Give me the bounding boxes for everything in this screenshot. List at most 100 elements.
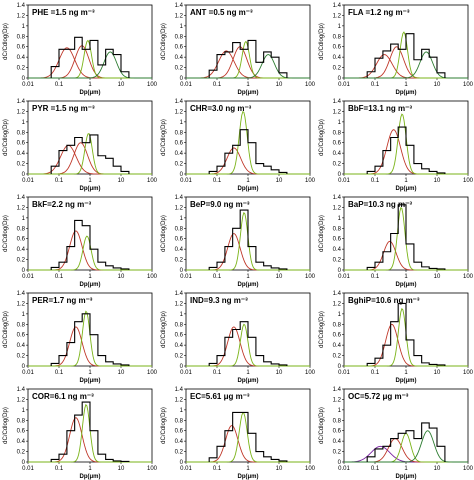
mode-curve: [28, 142, 152, 175]
y-tick-label: 1.4: [333, 3, 342, 9]
y-axis-label: dC/Cdlog(Dp): [161, 407, 167, 444]
y-tick-label: 0.4: [17, 55, 26, 61]
y-tick-label: 0.6: [175, 141, 184, 147]
y-tick-label: 0.6: [333, 141, 342, 147]
histogram-series: [208, 321, 288, 366]
x-axis-label: Dp(μm): [238, 186, 259, 192]
x-tick-label: 0.01: [180, 178, 192, 184]
y-tick-label: 0.6: [17, 237, 26, 243]
x-tick-label: 1: [404, 466, 408, 472]
mode-curve: [344, 438, 468, 463]
x-tick-label: 1: [88, 274, 92, 280]
x-tick-label: 100: [463, 274, 474, 280]
histogram-series: [50, 134, 130, 174]
y-tick-label: 0.2: [175, 258, 184, 264]
chart-panel: 0 0.2 0.4 0.6 0.8 1 1.2 1.4 0.01 0.1 1 10 100 dC/Cdlo…: [3, 195, 158, 288]
x-axis-label: Dp(μm): [396, 282, 417, 288]
x-tick-label: 1: [246, 274, 250, 280]
y-tick-label: 0.6: [333, 429, 342, 435]
histogram-series: [366, 204, 446, 270]
y-tick-label: 0.8: [17, 322, 26, 328]
chart-title: ANT =0.5 ng m⁻³: [190, 8, 253, 17]
y-tick-label: 1: [180, 312, 184, 318]
y-tick-label: 0.4: [17, 247, 26, 253]
y-tick-label: 0.8: [333, 34, 342, 40]
y-tick-label: 0.2: [17, 162, 26, 168]
mode-curve: [186, 50, 310, 79]
y-tick-label: 0.6: [175, 45, 184, 51]
x-tick-label: 100: [147, 82, 158, 88]
y-tick-label: 0.2: [333, 162, 342, 168]
y-tick-label: 0.6: [17, 429, 26, 435]
chart-title: BghiP=10.6 ng m⁻³: [348, 296, 420, 305]
y-tick-label: 1: [338, 312, 342, 318]
chart-title: OC=5.72 μg m⁻³: [348, 392, 409, 401]
y-tick-label: 1: [180, 216, 184, 222]
histogram-series: [208, 39, 288, 78]
y-tick-label: 0.6: [175, 237, 184, 243]
y-tick-label: 0.4: [17, 343, 26, 349]
x-tick-label: 10: [118, 82, 125, 88]
y-axis-label: dC/Cdlog(Dp): [3, 311, 9, 348]
x-tick-label: 1: [404, 370, 408, 376]
x-tick-label: 0.01: [338, 466, 350, 472]
y-axis-label: dC/Cdlog(Dp): [319, 407, 325, 444]
x-tick-label: 10: [118, 466, 125, 472]
x-axis-label: Dp(μm): [396, 186, 417, 192]
y-axis-label: dC/Cdlog(Dp): [319, 215, 325, 252]
chart-title: CHR=3.0 ng m⁻³: [190, 104, 252, 113]
histogram-series: [208, 411, 288, 462]
y-tick-label: 0.2: [333, 354, 342, 360]
histogram-series: [50, 219, 130, 270]
x-tick-label: 0.01: [180, 274, 192, 280]
x-tick-label: 100: [305, 82, 316, 88]
chart-title: BkF=2.2 ng m⁻³: [32, 200, 91, 209]
y-tick-label: 0.4: [17, 439, 26, 445]
x-tick-label: 10: [118, 370, 125, 376]
x-tick-label: 10: [434, 466, 441, 472]
y-tick-label: 0.4: [175, 55, 184, 61]
y-axis-label: dC/Cdlog(Dp): [161, 23, 167, 60]
chart-title: COR=6.1 ng m⁻³: [32, 392, 94, 401]
y-tick-label: 1: [180, 24, 184, 30]
x-tick-label: 1: [246, 370, 250, 376]
mode-curve: [344, 51, 468, 79]
mode-curve: [28, 51, 152, 79]
y-tick-label: 0.6: [333, 237, 342, 243]
y-tick-label: 1.2: [175, 109, 184, 115]
y-tick-label: 1.4: [17, 387, 26, 393]
x-axis-label: Dp(μm): [80, 474, 101, 480]
y-tick-label: 1.2: [333, 205, 342, 211]
x-tick-label: 0.01: [22, 178, 34, 184]
x-tick-label: 0.01: [338, 370, 350, 376]
y-tick-label: 1: [22, 120, 26, 126]
x-tick-label: 0.01: [180, 82, 192, 88]
x-tick-label: 1: [404, 274, 408, 280]
y-tick-label: 0.8: [175, 418, 184, 424]
chart-panel: 0 0.2 0.4 0.6 0.8 1 1.2 1.4 0.01 0.1 1 10 100 dC/Cdlo…: [161, 387, 316, 480]
y-tick-label: 1.4: [175, 387, 184, 393]
y-axis-label: dC/Cdlog(Dp): [3, 23, 9, 60]
x-axis-label: Dp(μm): [238, 90, 259, 96]
chart-panel: 0 0.2 0.4 0.6 0.8 1 1.2 1.4 0.01 0.1 1 10 100 dC/Cdlo…: [161, 99, 316, 192]
y-tick-label: 1: [338, 216, 342, 222]
x-tick-label: 10: [118, 178, 125, 184]
x-tick-label: 0.01: [22, 370, 34, 376]
x-tick-label: 0.1: [213, 370, 222, 376]
y-tick-label: 0: [180, 364, 184, 370]
x-axis-label: Dp(μm): [80, 186, 101, 192]
y-tick-label: 0.4: [175, 343, 184, 349]
x-axis-label: Dp(μm): [80, 282, 101, 288]
x-tick-label: 10: [276, 82, 283, 88]
x-tick-label: 100: [463, 466, 474, 472]
histogram-series: [50, 401, 130, 463]
chart-title: EC=5.61 μg m⁻³: [190, 392, 250, 401]
y-axis-label: dC/Cdlog(Dp): [3, 215, 9, 252]
chart-panel: 0 0.2 0.4 0.6 0.8 1 1.2 1.4 0.01 0.1 1 10 100 dC/Cdlo…: [161, 3, 316, 96]
y-tick-label: 1.2: [333, 109, 342, 115]
y-tick-label: 1.4: [175, 99, 184, 105]
y-tick-label: 0: [338, 364, 342, 370]
x-tick-label: 100: [463, 82, 474, 88]
x-tick-label: 1: [88, 82, 92, 88]
